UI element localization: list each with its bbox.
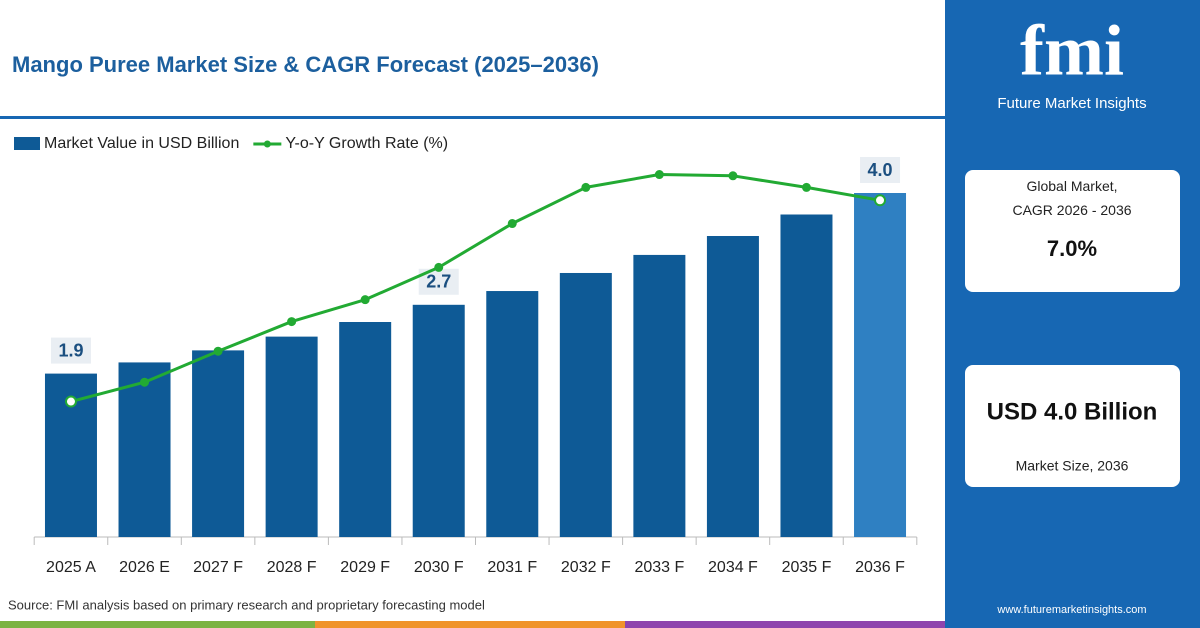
bar: [118, 362, 171, 537]
x-tick-label: 2026 E: [119, 559, 170, 576]
growth-point: [434, 262, 444, 272]
x-tick-label: 2029 F: [340, 559, 390, 576]
value-label: 2.7: [426, 272, 451, 292]
growth-point: [801, 182, 811, 192]
growth-point: [64, 395, 77, 408]
x-tick-label: 2028 F: [267, 559, 317, 576]
growth-point: [287, 317, 297, 327]
growth-point: [874, 194, 887, 207]
highlight-card: [965, 365, 1180, 487]
x-tick-label: 2034 F: [708, 559, 758, 576]
chart-title: Mango Puree Market Size & CAGR Forecast …: [12, 52, 599, 77]
growth-point: [654, 170, 664, 180]
side-panel: [945, 0, 1200, 628]
highlight-card: [965, 170, 1180, 292]
value-label: 1.9: [58, 340, 83, 360]
legend-swatch: [14, 137, 40, 150]
bar: [192, 350, 245, 537]
bar: [854, 193, 907, 537]
plot: Market Value in USD Billion Y-o-Y Growth …: [14, 135, 918, 576]
x-tick-label: 2036 F: [855, 559, 905, 576]
brand-logo: fmi: [1020, 11, 1124, 91]
footer-strip: [625, 621, 945, 628]
growth-point: [581, 182, 591, 192]
value-label: 4.0: [868, 160, 893, 180]
bar: [412, 304, 465, 537]
footer-strip: [0, 621, 315, 628]
bar: [339, 322, 392, 537]
value-label-bg: [50, 337, 91, 364]
legend-label: Y-o-Y Growth Rate (%): [285, 135, 448, 152]
growth-line: [70, 173, 881, 404]
growth-point: [360, 295, 370, 305]
brand-url: www.futuremarketinsights.com: [996, 604, 1146, 616]
highlight-label: Global Market, CAGR 2026 - 2036: [1012, 178, 1131, 218]
bar: [265, 336, 318, 537]
footer-strip: [315, 621, 625, 628]
x-tick-label: 2032 F: [561, 559, 611, 576]
highlight-value: USD 4.0 Billion: [987, 398, 1158, 425]
bar: [486, 291, 539, 537]
growth-point: [507, 219, 517, 229]
x-tick-label: 2027 F: [193, 559, 243, 576]
x-tick-label: 2035 F: [782, 559, 832, 576]
bar: [780, 214, 833, 537]
x-tick-label: 2030 F: [414, 559, 464, 576]
bar: [559, 272, 612, 537]
source-note: Source: FMI analysis based on primary re…: [8, 597, 485, 612]
value-label-bg: [860, 157, 901, 183]
x-tick-label: 2031 F: [487, 559, 537, 576]
highlight-value: 7.0%: [1047, 236, 1097, 261]
legend-label: Market Value in USD Billion: [44, 135, 239, 152]
title-divider: [0, 116, 945, 119]
bar: [633, 254, 686, 538]
legend-dot: [263, 140, 271, 148]
x-tick-label: 2033 F: [634, 559, 684, 576]
brand-name: Future Market Insights: [997, 95, 1146, 112]
growth-point: [213, 346, 223, 356]
bar: [706, 236, 759, 537]
growth-point: [728, 171, 738, 181]
x-tick-label: 2025 A: [46, 559, 96, 576]
highlight-label: Market Size, 2036: [1016, 458, 1129, 474]
growth-point: [140, 377, 150, 387]
